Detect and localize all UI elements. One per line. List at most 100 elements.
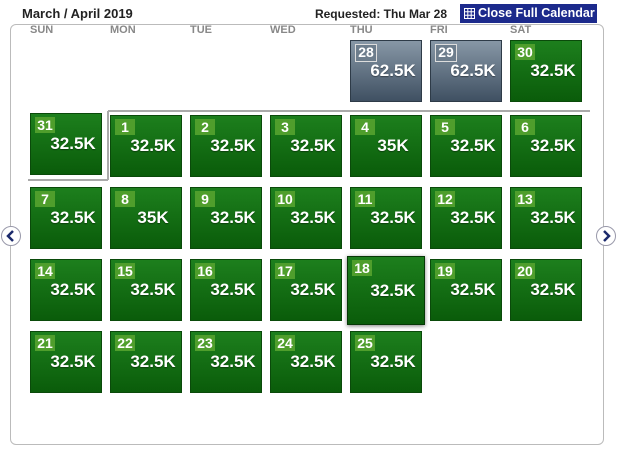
day-price: 32.5K <box>210 280 256 299</box>
day-price: 32.5K <box>130 280 176 299</box>
day-price: 32.5K <box>530 136 576 155</box>
day-number: 17 <box>275 263 295 279</box>
day-cell[interactable]: 29 62.5K <box>430 40 502 102</box>
day-number: 8 <box>115 191 135 207</box>
day-number: 31 <box>35 117 55 133</box>
day-cell[interactable]: 20 32.5K <box>510 259 582 321</box>
weekday-label: WED <box>270 24 296 36</box>
day-price: 62.5K <box>370 61 416 80</box>
day-price: 32.5K <box>130 352 176 371</box>
weekday-label: MON <box>110 24 136 36</box>
day-price: 32.5K <box>370 208 416 227</box>
day-price: 32.5K <box>210 208 256 227</box>
day-number: 16 <box>195 263 215 279</box>
day-number: 12 <box>435 191 455 207</box>
day-number: 5 <box>435 119 455 135</box>
day-price: 32.5K <box>210 136 256 155</box>
day-cell[interactable]: 24 32.5K <box>270 331 342 393</box>
day-number: 14 <box>35 263 55 279</box>
day-price: 32.5K <box>50 352 96 371</box>
day-cell[interactable]: 28 62.5K <box>350 40 422 102</box>
day-cell[interactable]: 5 32.5K <box>430 115 502 177</box>
day-price: 32.5K <box>450 136 496 155</box>
calendar-title: March / April 2019 <box>22 6 133 21</box>
day-cell[interactable]: 16 32.5K <box>190 259 262 321</box>
day-price: 32.5K <box>290 136 336 155</box>
day-price: 32.5K <box>290 352 336 371</box>
day-number: 15 <box>115 263 135 279</box>
day-price: 62.5K <box>450 61 496 80</box>
weekday-label: TUE <box>190 24 212 36</box>
day-number: 7 <box>35 191 55 207</box>
day-price: 32.5K <box>370 352 416 371</box>
chevron-left <box>6 230 14 242</box>
day-cell[interactable]: 19 32.5K <box>430 259 502 321</box>
day-cell[interactable]: 10 32.5K <box>270 187 342 249</box>
day-number: 25 <box>355 335 375 351</box>
day-cell[interactable]: 21 32.5K <box>30 331 102 393</box>
day-price: 32.5K <box>210 352 256 371</box>
weekday-label: SUN <box>30 24 54 36</box>
day-price: 32.5K <box>290 280 336 299</box>
day-number: 13 <box>515 191 535 207</box>
day-number: 3 <box>275 119 295 135</box>
day-number: 22 <box>115 335 135 351</box>
weekday-label: SAT <box>510 24 532 36</box>
close-calendar-button[interactable]: Close Full Calendar <box>460 4 597 23</box>
day-cell[interactable]: 3 32.5K <box>270 115 342 177</box>
day-number: 6 <box>515 119 535 135</box>
chevron-right <box>603 230 611 242</box>
day-cell[interactable]: 31 32.5K <box>30 113 102 175</box>
requested-date: Requested: Thu Mar 28 <box>314 7 447 21</box>
weekday-label: FRI <box>430 24 448 36</box>
day-number: 18 <box>352 260 372 276</box>
day-cell[interactable]: 18 32.5K <box>347 256 425 325</box>
day-cell[interactable]: 23 32.5K <box>190 331 262 393</box>
day-price: 32.5K <box>130 136 176 155</box>
day-number: 19 <box>435 263 455 279</box>
day-number: 4 <box>355 119 375 135</box>
day-cell[interactable]: 14 32.5K <box>30 259 102 321</box>
day-number: 30 <box>515 44 535 60</box>
day-number: 28 <box>355 44 377 62</box>
day-cell[interactable]: 9 32.5K <box>190 187 262 249</box>
day-cell[interactable]: 30 32.5K <box>510 40 582 102</box>
day-number: 2 <box>195 119 215 135</box>
day-price: 32.5K <box>530 280 576 299</box>
day-number: 10 <box>275 191 295 207</box>
day-number: 11 <box>355 191 375 207</box>
day-cell[interactable]: 6 32.5K <box>510 115 582 177</box>
day-number: 23 <box>195 335 215 351</box>
day-cell[interactable]: 8 35K <box>110 187 182 249</box>
day-price: 32.5K <box>290 208 336 227</box>
day-cell[interactable]: 13 32.5K <box>510 187 582 249</box>
day-cell[interactable]: 7 32.5K <box>30 187 102 249</box>
day-price: 32.5K <box>50 280 96 299</box>
day-cell[interactable]: 2 32.5K <box>190 115 262 177</box>
previous-button[interactable] <box>1 226 21 246</box>
day-price: 32.5K <box>450 280 496 299</box>
day-cell[interactable]: 17 32.5K <box>270 259 342 321</box>
calendar-icon <box>464 8 475 19</box>
weekday-label: THU <box>350 24 373 36</box>
day-price: 32.5K <box>530 61 576 80</box>
day-number: 20 <box>515 263 535 279</box>
day-cell[interactable]: 15 32.5K <box>110 259 182 321</box>
day-price: 35K <box>137 208 169 227</box>
close-calendar-label: Close Full Calendar <box>478 6 595 20</box>
day-price: 32.5K <box>50 208 96 227</box>
day-price: 35K <box>377 136 409 155</box>
day-number: 1 <box>115 119 135 135</box>
day-number: 24 <box>275 335 295 351</box>
day-number: 21 <box>35 335 55 351</box>
day-cell[interactable]: 25 32.5K <box>350 331 422 393</box>
day-cell[interactable]: 4 35K <box>350 115 422 177</box>
day-price: 32.5K <box>50 134 96 153</box>
day-cell[interactable]: 1 32.5K <box>110 115 182 177</box>
next-button[interactable] <box>596 226 616 246</box>
day-cell[interactable]: 11 32.5K <box>350 187 422 249</box>
day-cell[interactable]: 22 32.5K <box>110 331 182 393</box>
day-cell[interactable]: 12 32.5K <box>430 187 502 249</box>
